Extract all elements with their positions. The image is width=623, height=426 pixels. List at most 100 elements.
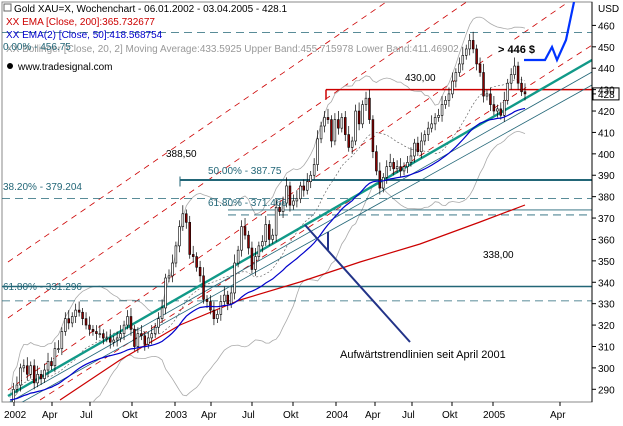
candle-body (375, 151, 378, 172)
candle-body (233, 262, 236, 294)
candle-body (150, 333, 153, 339)
candle-body (98, 333, 102, 335)
candle-body (285, 185, 288, 204)
candle-body (364, 97, 368, 105)
candle-body (464, 48, 468, 56)
x-tick-label: 2005 (483, 410, 506, 421)
candle-body (108, 337, 112, 343)
level-430-label: 430,00 (405, 73, 436, 84)
candle-body (440, 104, 444, 116)
candle-body (409, 155, 413, 163)
candle-body (399, 166, 402, 172)
candle-body (19, 367, 22, 386)
candle-body (489, 93, 492, 105)
candle-body (247, 234, 250, 249)
candle-body (347, 134, 350, 148)
candle-body (12, 388, 15, 402)
candle-body (468, 40, 471, 50)
y-tick-label: 320 (598, 321, 615, 332)
candle-body (119, 333, 122, 339)
y-unit-label: USD (598, 4, 619, 15)
candle-body (133, 329, 136, 347)
candle-body (357, 110, 361, 125)
y-tick-label: 310 (598, 342, 615, 353)
candle-body (185, 213, 188, 223)
candle-body (250, 247, 254, 270)
y-tick-label: 360 (598, 235, 615, 246)
candle-body (454, 72, 458, 82)
candle-body (26, 365, 29, 375)
y-tick-label: 428 (598, 90, 615, 101)
candle-body (157, 318, 160, 328)
candle-body (402, 166, 406, 172)
candle-body (223, 294, 226, 302)
candle-body (171, 262, 174, 277)
x-tick-label: 2002 (4, 410, 27, 421)
candle-body (143, 335, 147, 345)
candle-body (337, 119, 340, 129)
candle-body (122, 324, 126, 334)
candle-body (126, 316, 129, 326)
candle-body (174, 245, 178, 264)
fib-6180a-label: 61.80% - 371.466 (208, 198, 287, 209)
candle-body (516, 65, 520, 84)
y-tick-label: 410 (598, 128, 615, 139)
candle-body (22, 365, 26, 369)
candle-body (471, 40, 475, 50)
candle-body (140, 333, 143, 337)
x-tick-label: Apr (550, 410, 566, 421)
candle-body (461, 55, 465, 65)
candle-body (267, 224, 271, 240)
candle-body (167, 275, 171, 279)
x-tick-label: Apr (42, 410, 58, 421)
candle-body (378, 170, 382, 189)
candle-body (385, 166, 388, 178)
candle-body (299, 185, 302, 200)
y-tick-label: 460 (598, 21, 615, 32)
gold-icon (3, 3, 12, 12)
candle-body (354, 110, 357, 142)
candle-body (153, 326, 157, 334)
candle-body (50, 361, 53, 367)
candle-body (188, 222, 191, 255)
candle-body (513, 65, 516, 75)
candle-body (323, 117, 326, 127)
candle-body (406, 162, 409, 167)
candle-body (444, 100, 447, 105)
candle-body (458, 63, 461, 73)
candle-body (84, 318, 88, 326)
y-tick-label: 430 (598, 86, 615, 97)
candle-body (64, 318, 67, 332)
candle-body (278, 207, 281, 212)
x-tick-label: Apr (365, 410, 381, 421)
candle-body (496, 108, 499, 112)
candle-body (39, 374, 43, 379)
secondary-uptrend-line (8, 71, 592, 402)
candle-body (482, 72, 485, 97)
candle-body (295, 198, 299, 202)
candle-body (326, 117, 330, 120)
candle-body (81, 311, 84, 319)
candle-body (330, 119, 333, 142)
y-tick-label: 340 (598, 278, 615, 289)
candle-body (382, 177, 385, 189)
candle-body (288, 185, 292, 206)
candle-body (264, 224, 268, 242)
candle-body (191, 254, 195, 257)
candle-body (15, 384, 19, 390)
candle-body (95, 331, 98, 334)
tradesignal-logo-dot (7, 63, 13, 69)
candle-body (333, 119, 337, 142)
candle-body (115, 337, 119, 341)
candle-body (202, 275, 205, 300)
candle-body (91, 329, 95, 332)
ema-200-path (59, 204, 526, 401)
y-tick-label: 370 (598, 214, 615, 225)
y-tick-label: 350 (598, 257, 615, 268)
candle-body (506, 82, 509, 101)
candle-body (53, 348, 57, 367)
y-tick-label: 380 (598, 193, 615, 204)
y-tick-label: 290 (598, 385, 615, 396)
candle-body (205, 299, 209, 302)
